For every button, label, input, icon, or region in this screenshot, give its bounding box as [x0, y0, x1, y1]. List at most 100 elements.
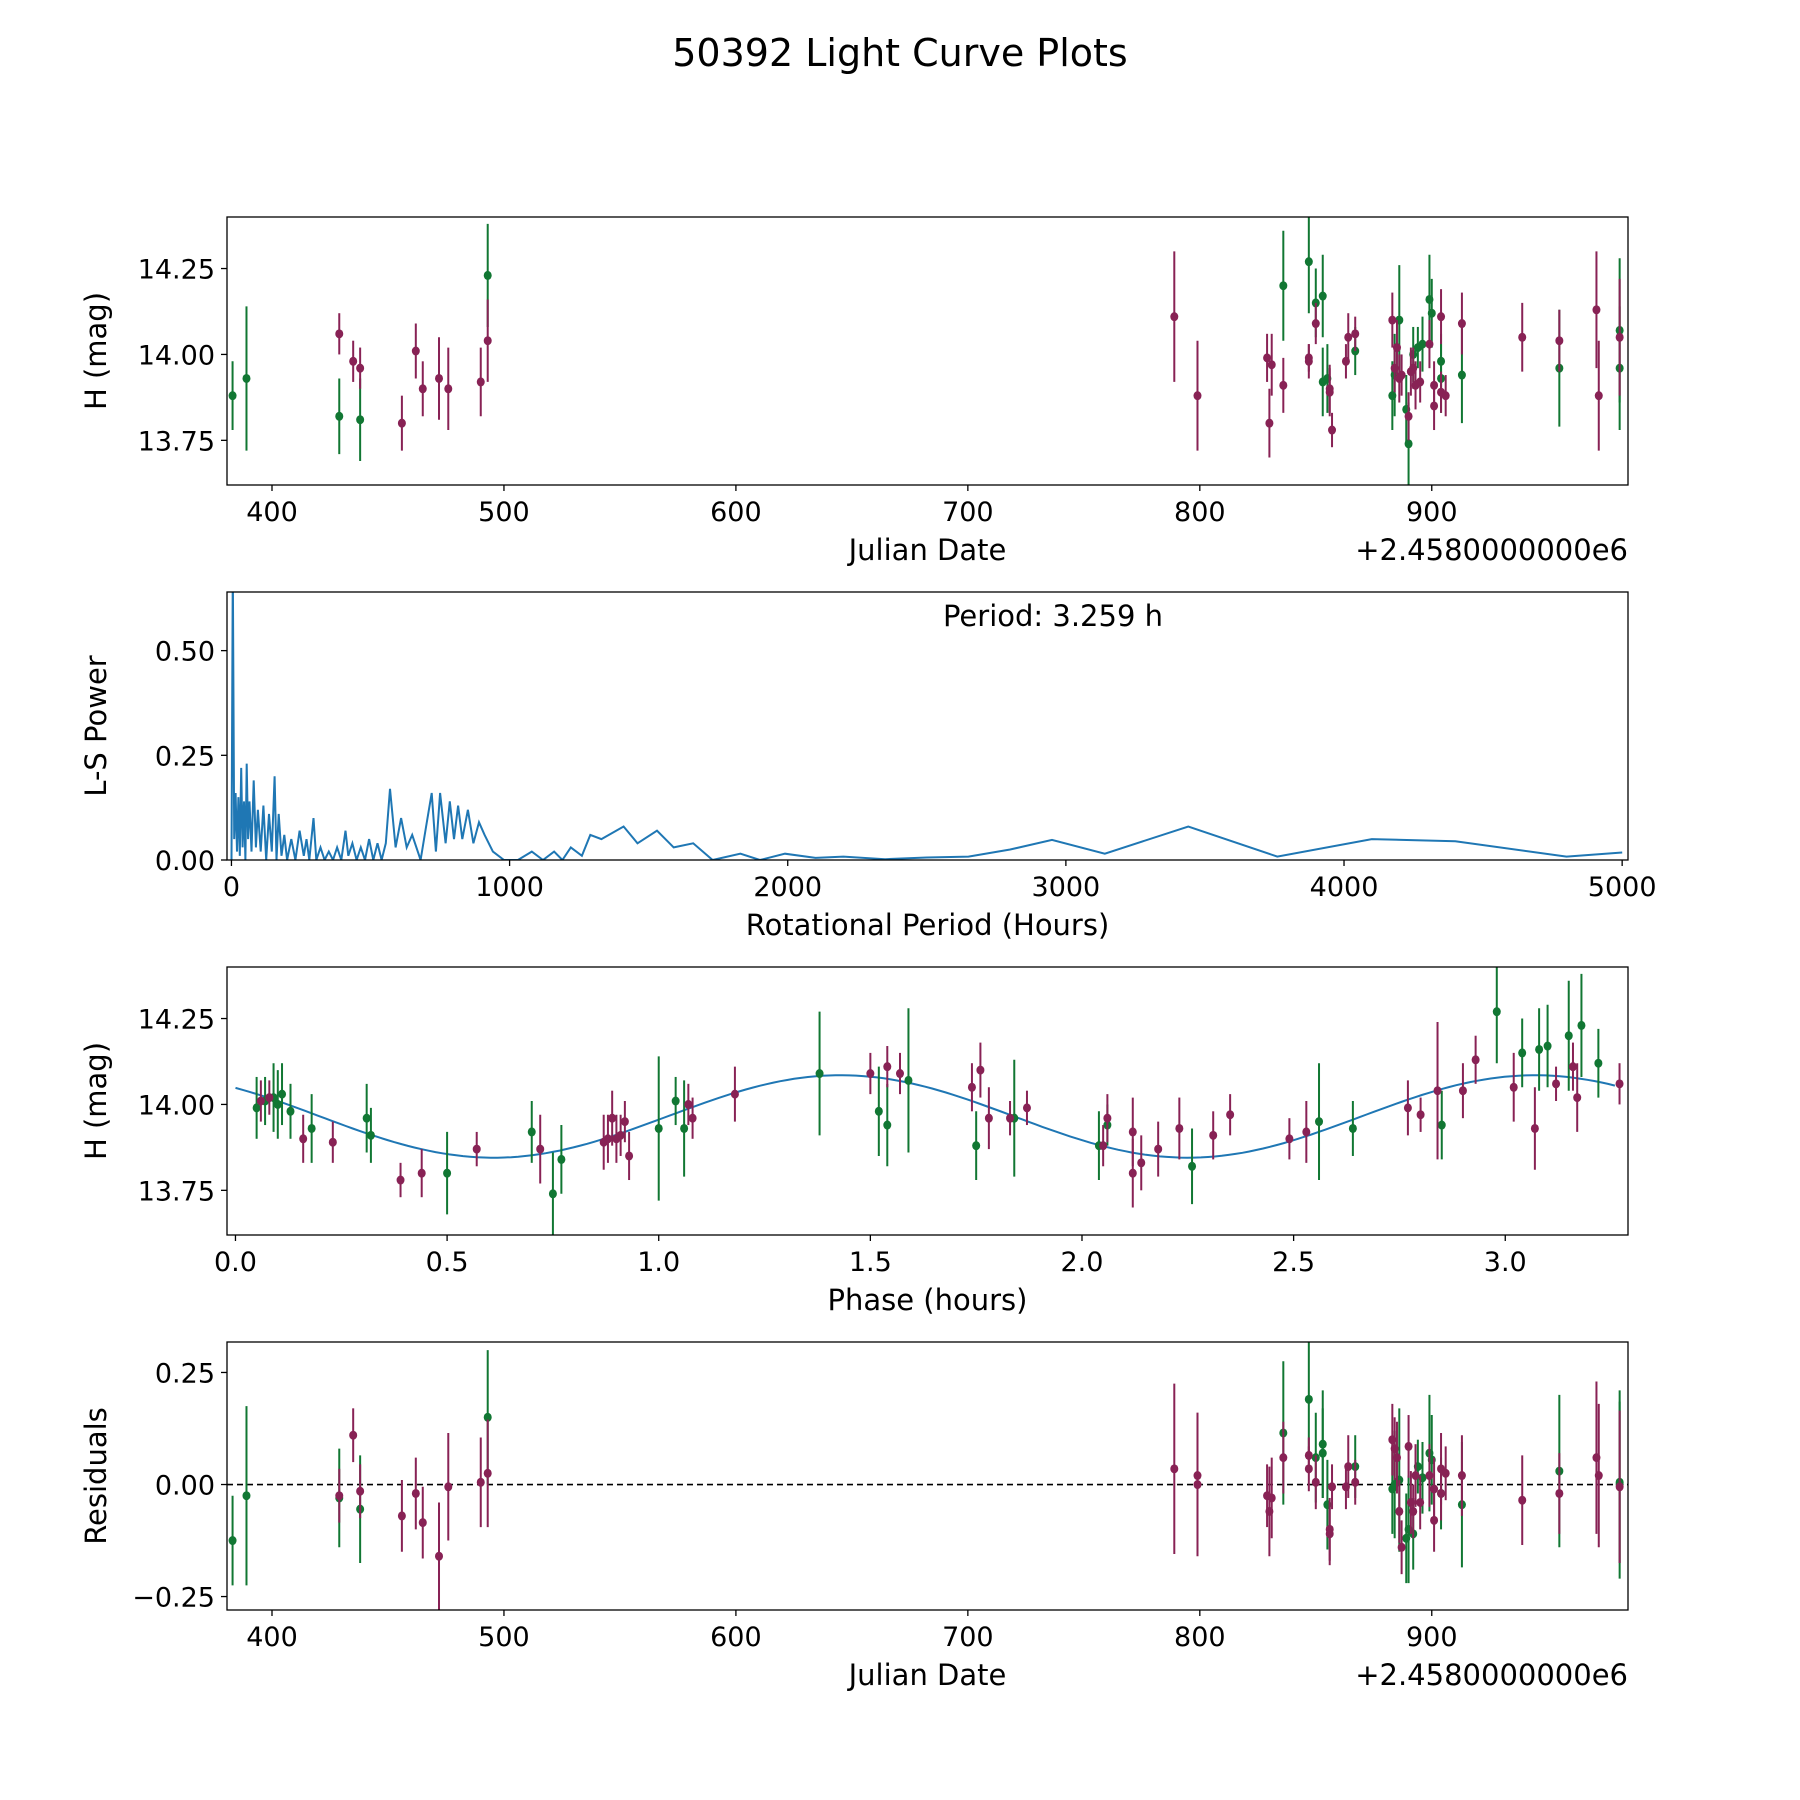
- periodogram-line: [230, 592, 1623, 860]
- marker: [1518, 332, 1527, 342]
- data-point-r: [328, 1121, 337, 1163]
- data-point-r: [1285, 1118, 1294, 1160]
- marker: [1022, 1103, 1031, 1113]
- marker: [418, 1518, 427, 1528]
- marker: [1615, 1079, 1624, 1089]
- marker: [1425, 1471, 1434, 1481]
- x-tick-label: 700: [942, 497, 994, 528]
- marker: [444, 1482, 453, 1492]
- marker: [335, 411, 344, 421]
- data-point-r: [444, 347, 453, 431]
- marker: [1433, 1086, 1442, 1096]
- data-point-r: [476, 1437, 485, 1528]
- data-point-r: [1509, 1052, 1518, 1122]
- marker: [1492, 1007, 1501, 1017]
- data-point-g: [680, 1080, 689, 1177]
- data-point-r: [472, 1131, 481, 1167]
- marker: [256, 1096, 265, 1106]
- data-point-g: [228, 1495, 237, 1586]
- data-point-r: [1404, 1415, 1413, 1478]
- marker: [1404, 439, 1413, 449]
- marker: [1193, 1471, 1202, 1481]
- y-tick-label: 13.75: [138, 1176, 215, 1207]
- marker: [228, 391, 237, 401]
- marker: [1518, 1048, 1527, 1058]
- data-point-r: [1311, 1455, 1320, 1510]
- marker: [328, 1137, 337, 1147]
- data-point-r: [1265, 388, 1274, 458]
- data-point-r: [435, 337, 444, 420]
- marker: [228, 1536, 237, 1546]
- x-axis-label: Julian Date: [847, 1658, 1007, 1692]
- data-point-r: [397, 395, 406, 451]
- data-point-r: [356, 347, 365, 389]
- data-point-g: [228, 361, 237, 431]
- x-tick-label: 3000: [1032, 872, 1101, 903]
- marker: [1594, 391, 1603, 401]
- data-point-r: [265, 1080, 274, 1115]
- data-point-g: [1492, 967, 1501, 1064]
- data-point-r: [1430, 361, 1439, 410]
- data-point-g: [1318, 254, 1327, 338]
- marker: [1325, 387, 1334, 397]
- data-point-r: [411, 1457, 420, 1530]
- data-point-r: [299, 1114, 308, 1163]
- data-point-r: [1555, 309, 1564, 372]
- data-point-r: [476, 347, 485, 417]
- data-point-r: [1441, 1446, 1450, 1501]
- marker: [1318, 291, 1327, 301]
- marker: [435, 373, 444, 383]
- marker: [397, 1511, 406, 1521]
- marker: [362, 1113, 371, 1123]
- data-point-g: [286, 1083, 295, 1139]
- marker: [417, 1168, 426, 1178]
- marker: [815, 1069, 824, 1079]
- marker: [476, 1477, 485, 1487]
- data-point-r: [1594, 340, 1603, 451]
- marker: [1344, 1462, 1353, 1472]
- light-curve-panel: 400 500 600 700 800 900 13.75 14.00 14.25 Julian …: [79, 216, 1629, 567]
- data-point-r: [1568, 1042, 1577, 1091]
- marker: [1594, 1471, 1603, 1481]
- marker: [1328, 1482, 1337, 1492]
- marker: [273, 1099, 282, 1109]
- data-point-r: [1193, 340, 1202, 451]
- data-point-r: [1397, 1520, 1406, 1575]
- marker: [1409, 1506, 1418, 1516]
- y-axis-label: L-S Power: [79, 655, 113, 796]
- x-tick-label: 500: [478, 497, 530, 528]
- data-point-g: [671, 1076, 680, 1126]
- marker: [680, 1123, 689, 1133]
- data-point-r: [483, 299, 492, 382]
- data-point-g: [1304, 217, 1313, 314]
- data-point-r: [1263, 333, 1272, 382]
- data-point-r: [1416, 1097, 1425, 1132]
- data-point-r: [1615, 278, 1624, 396]
- x-tick-label: 0: [223, 872, 240, 903]
- marker: [1128, 1168, 1137, 1178]
- marker: [1006, 1113, 1015, 1123]
- data-point-r: [1411, 1444, 1420, 1507]
- y-axis-label: H (mag): [79, 292, 113, 410]
- data-point-r: [1437, 289, 1446, 345]
- marker: [1395, 1506, 1404, 1516]
- marker: [1594, 1058, 1603, 1068]
- marker: [242, 373, 251, 383]
- marker: [1267, 1493, 1276, 1503]
- figure-title: 50392 Light Curve Plots: [672, 31, 1127, 75]
- marker: [1441, 1468, 1450, 1478]
- marker: [1315, 1117, 1324, 1127]
- marker: [984, 1113, 993, 1123]
- phase-folded-panel: 0.0 0.5 1.0 1.5 2.0 2.5 3.0 13.75 14.00 14.25 Phas…: [79, 966, 1629, 1317]
- y-tick-label: 14.25: [138, 1005, 215, 1036]
- y-axis-label: Residuals: [79, 1407, 113, 1545]
- phase-folded-plot-area: [235, 967, 1624, 1235]
- light-curve-axes-frame: [226, 216, 1629, 486]
- data-point-r: [1392, 1421, 1401, 1494]
- data-point-r: [418, 1486, 427, 1559]
- y-tick-label: 0.50: [155, 637, 215, 668]
- marker: [1170, 312, 1179, 322]
- data-point-r: [1279, 1421, 1288, 1494]
- data-point-r: [1193, 1412, 1202, 1539]
- marker: [307, 1123, 316, 1133]
